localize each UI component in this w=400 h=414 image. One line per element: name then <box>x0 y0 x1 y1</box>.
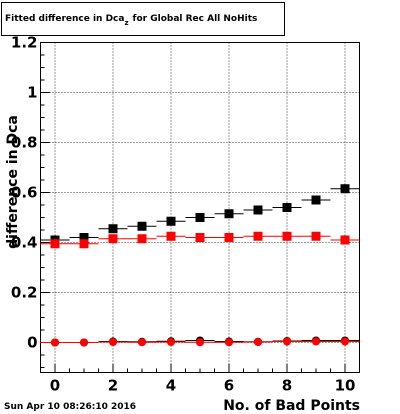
x-axis-title: No. of Bad Points <box>223 398 360 414</box>
data-point <box>80 338 88 347</box>
data-point <box>50 239 60 249</box>
x-tick-label: 10 <box>335 377 356 395</box>
data-point <box>109 338 117 346</box>
y-tick-label: 0.6 <box>11 184 38 202</box>
data-point <box>108 234 118 244</box>
x-tick-label: 4 <box>166 377 176 395</box>
data-point <box>195 213 205 222</box>
data-point <box>340 184 350 194</box>
y-tick-label: 1 <box>27 84 37 102</box>
timestamp: Sun Apr 10 08:26:10 2016 <box>4 402 136 412</box>
title-suffix: for Global Rec All NoHits <box>133 14 258 24</box>
data-point <box>253 231 263 241</box>
data-point <box>311 195 321 205</box>
axes: 0 2 4 6 8 10 0 0.2 0.4 0.6 0.8 1 1.2 <box>11 34 356 395</box>
data-point <box>108 224 118 234</box>
data-point <box>167 338 175 346</box>
y-tick-label: 0.2 <box>11 284 38 302</box>
y-tick-label: 0 <box>27 334 37 352</box>
data-point <box>225 338 233 347</box>
data-point <box>79 233 89 242</box>
data-point <box>138 338 146 347</box>
data-points <box>40 184 360 347</box>
data-point <box>254 338 262 346</box>
data-point <box>283 337 291 346</box>
data-point <box>311 231 321 241</box>
data-point <box>224 209 234 219</box>
data-point <box>282 231 292 241</box>
data-point <box>51 338 59 347</box>
data-point <box>341 337 349 346</box>
x-tick-label: 0 <box>50 377 60 395</box>
series-4 <box>40 337 360 347</box>
data-point <box>79 239 89 249</box>
data-point <box>195 233 205 242</box>
grid <box>40 42 360 373</box>
data-point <box>253 205 263 215</box>
y-tick-label: 1.2 <box>11 34 38 52</box>
series-2 <box>40 231 360 249</box>
data-point <box>340 235 350 245</box>
title-box: Fitted difference in Dcaz for Global Rec … <box>1 2 285 36</box>
data-point <box>137 234 147 244</box>
data-point <box>137 221 147 231</box>
x-tick-label: 2 <box>108 377 118 395</box>
title-main: Fitted difference in Dca <box>5 14 124 24</box>
data-point <box>166 216 176 226</box>
data-point <box>312 337 320 346</box>
data-point <box>196 338 204 347</box>
x-tick-label: 6 <box>224 377 234 395</box>
y-tick-label: 0.4 <box>11 234 38 252</box>
title-subscript: z <box>124 19 128 27</box>
y-tick-label: 0.8 <box>11 134 38 152</box>
data-point <box>224 233 234 242</box>
x-tick-label: 8 <box>282 377 292 395</box>
plot-frame <box>40 42 360 373</box>
y-axis-title: difference in Dca <box>5 115 21 249</box>
data-point <box>282 203 292 212</box>
data-point <box>166 231 176 241</box>
